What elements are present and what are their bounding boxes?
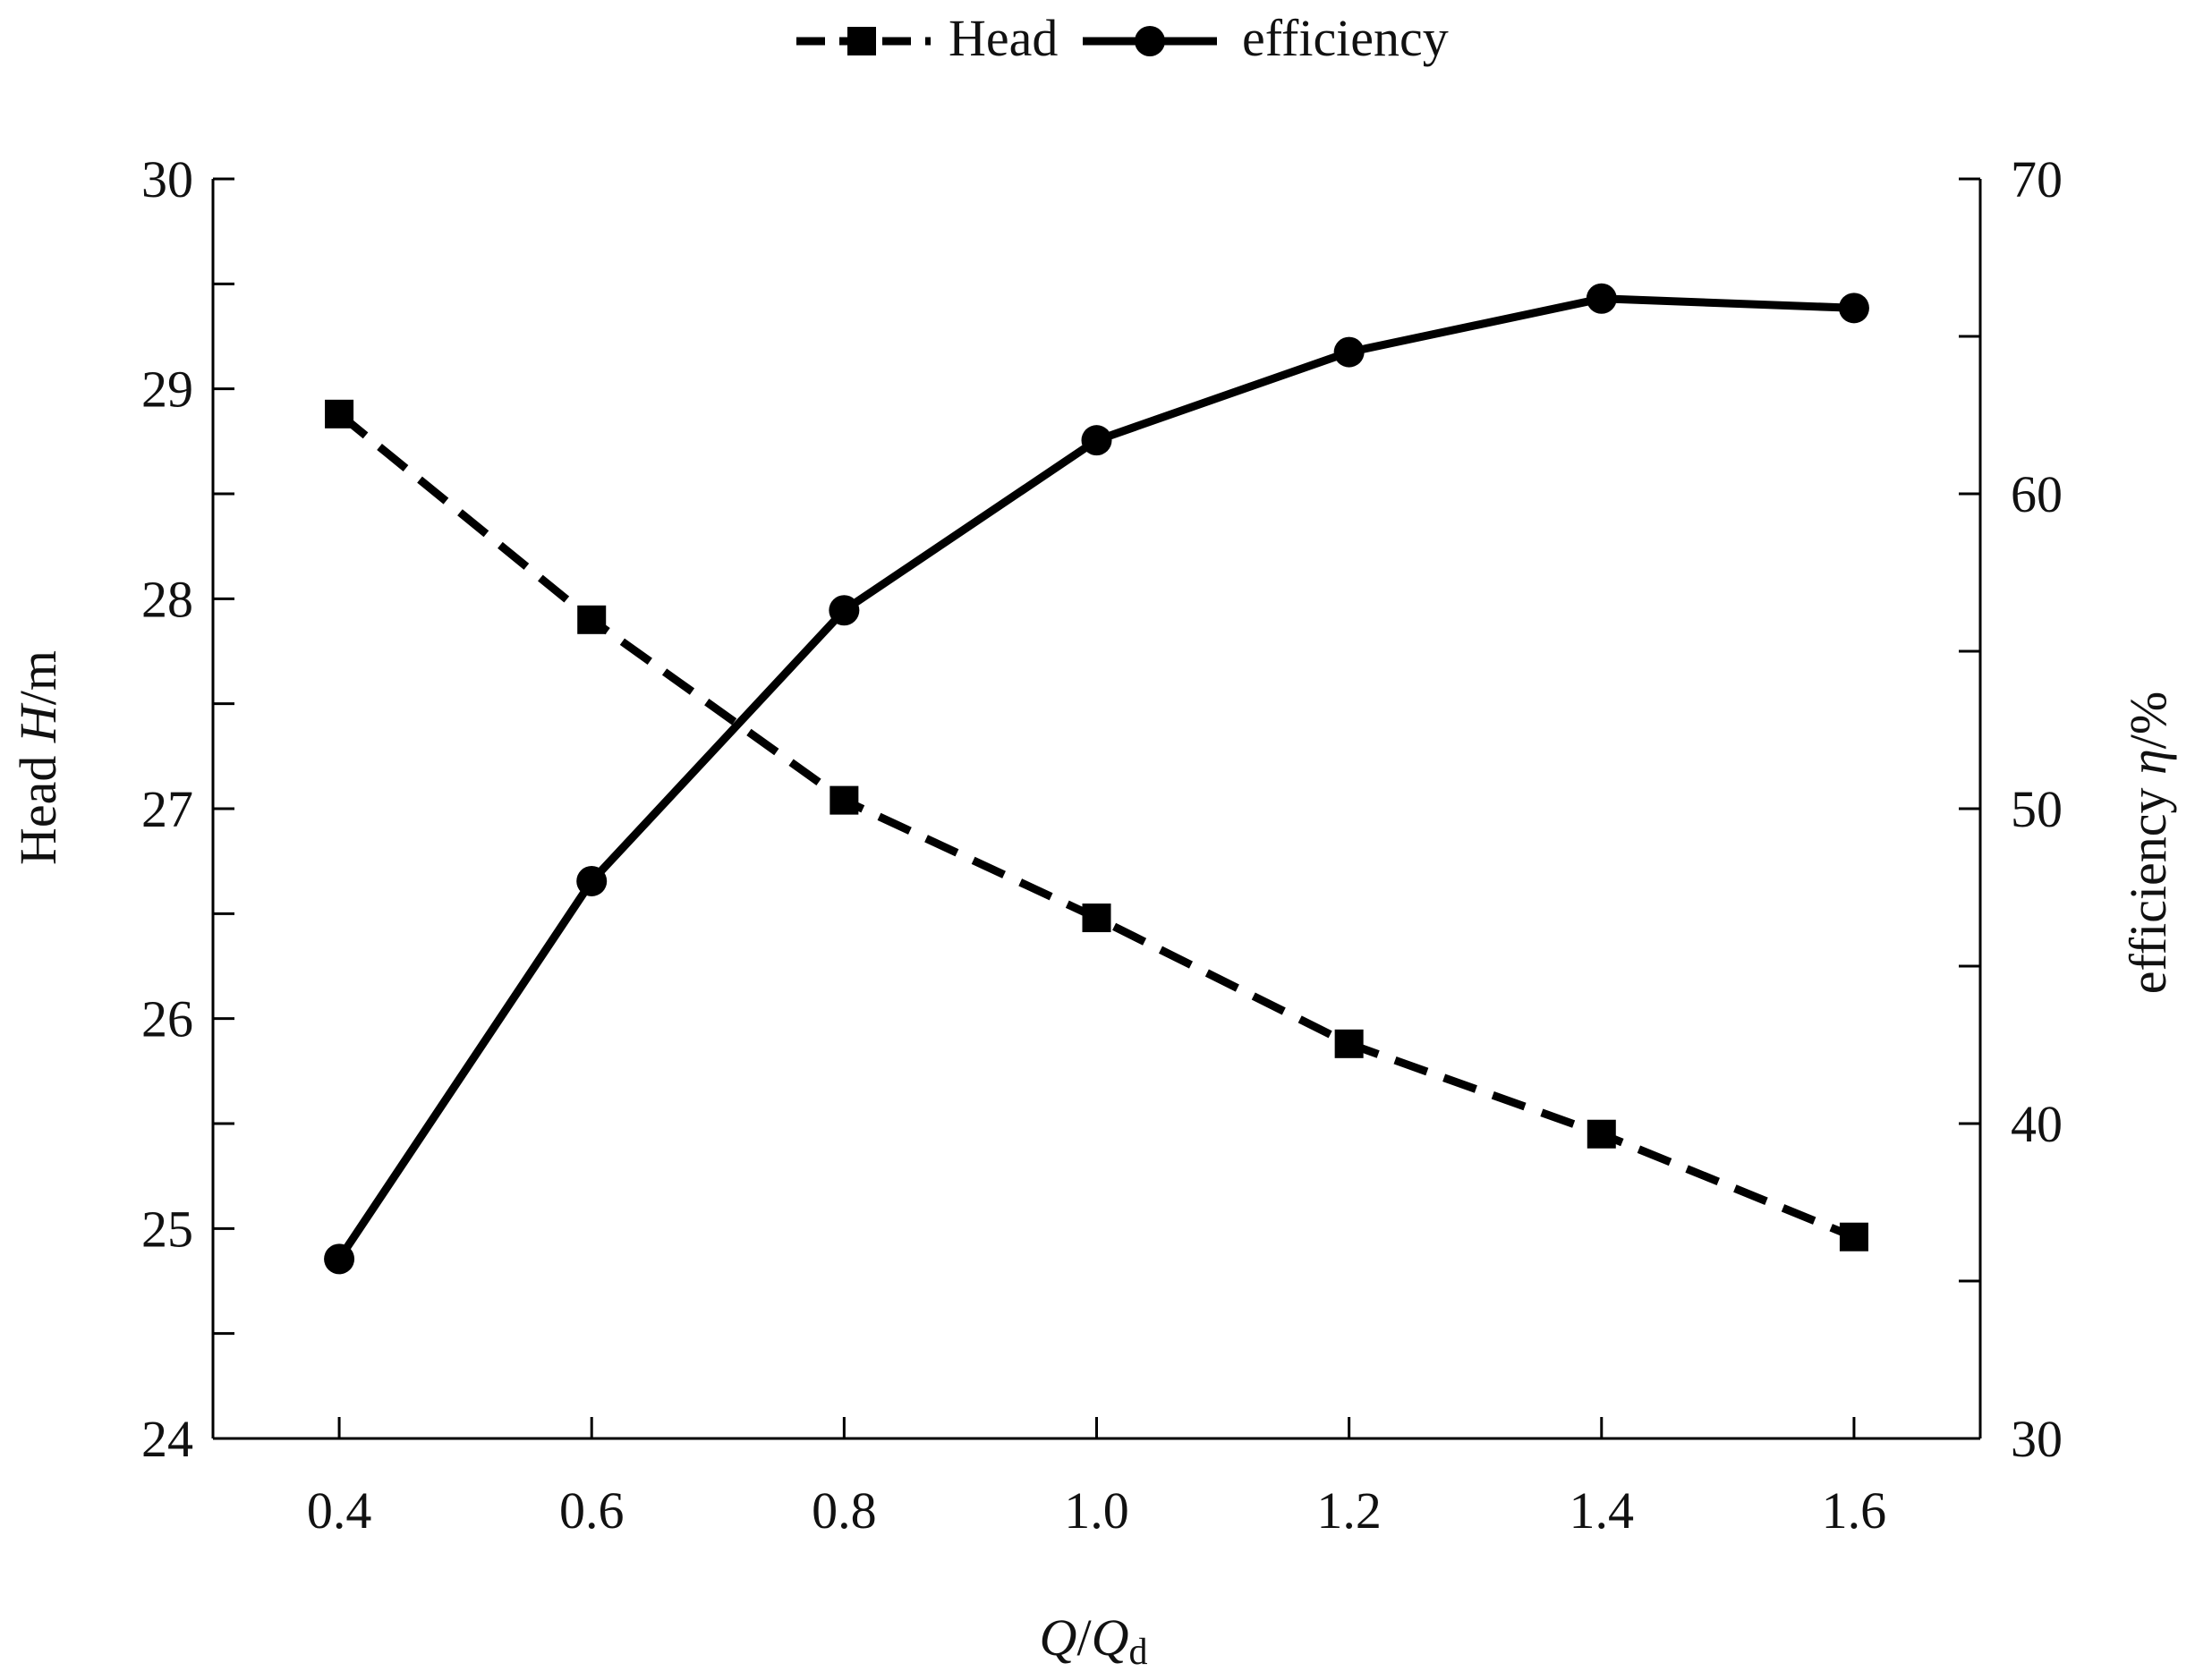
x-tick-label: 0.4 [307,1481,372,1540]
y-right-tick-label: 70 [2011,150,2063,208]
y-left-tick-label: 26 [141,990,193,1048]
head-point [1587,1119,1616,1149]
x-tick-label: 1.4 [1570,1481,1635,1540]
y-right-tick-label: 50 [2011,780,2063,838]
y-left-tick-label: 25 [141,1200,193,1258]
efficiency-point [576,865,608,896]
legend-efficiency-marker [1135,26,1165,56]
y-left-tick-label: 29 [141,361,193,419]
head-point [325,399,354,428]
axes: 24 25 26 27 28 29 30 30 40 50 60 70 0.4 0.6 0.8 1.0 1.2 1… [141,150,2063,1540]
efficiency-point [1081,425,1112,456]
x-tick-label: 0.6 [559,1481,625,1540]
legend: Head efficiency [796,9,1449,67]
legend-efficiency-label: efficiency [1242,9,1449,67]
head-point [577,605,607,634]
y-right-tick-label: 60 [2011,465,2063,523]
head-point [1839,1222,1868,1252]
series-layer [324,283,1869,1275]
head-point [1334,1029,1364,1058]
y-left-tick-label: 28 [141,570,193,628]
efficiency-point [829,595,860,626]
y-right-tick-label: 30 [2011,1410,2063,1468]
legend-head-label: Head [949,9,1058,67]
y-right-tick-label: 40 [2011,1095,2063,1153]
head-point [1082,904,1111,933]
series-line-head [336,411,1856,1241]
efficiency-point [1333,336,1365,368]
y-left-tick-label: 24 [141,1410,193,1468]
y-left-axis-title: Head H/m [9,650,67,865]
x-tick-label: 1.0 [1064,1481,1129,1540]
x-axis-title: Q/Qd [1040,1608,1148,1673]
y-right-axis-title: efficiency η/% [2119,692,2177,995]
legend-head-marker [847,27,876,55]
head-point [830,785,859,815]
y-left-tick-label: 30 [141,150,193,208]
x-tick-label: 1.6 [1822,1481,1887,1540]
efficiency-point [324,1243,355,1275]
efficiency-point [1838,293,1869,324]
x-tick-label: 0.8 [812,1481,877,1540]
x-tick-label: 1.2 [1316,1481,1382,1540]
efficiency-point [1586,283,1617,314]
y-left-tick-label: 27 [141,780,193,838]
